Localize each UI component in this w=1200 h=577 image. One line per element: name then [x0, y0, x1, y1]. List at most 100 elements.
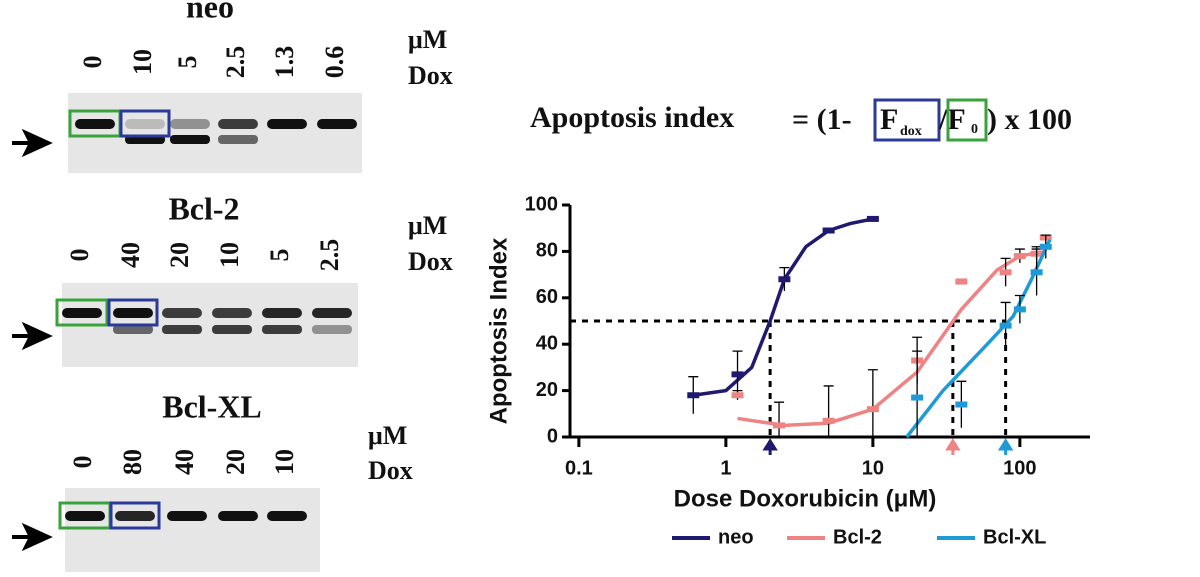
- lane-label: 2.5: [315, 239, 344, 272]
- unit-label: μM: [368, 421, 407, 450]
- band: [317, 119, 357, 129]
- lane-label: 0: [68, 456, 97, 469]
- formula: Apoptosis index = (1- F dox /F 0 ) x 100: [530, 98, 1072, 142]
- y-tick-label: 80: [536, 240, 558, 262]
- formula-tail: ) x 100: [987, 103, 1072, 136]
- lane-label: 0: [78, 56, 107, 69]
- x-tick-label: 0.1: [565, 457, 593, 479]
- data-point: [955, 401, 968, 408]
- green-box: [946, 98, 988, 142]
- band: [113, 325, 153, 334]
- lane-label: 0.6: [320, 46, 349, 79]
- legend-label: neo: [718, 526, 754, 548]
- fit-line: [905, 239, 1052, 439]
- lane-label: 5: [265, 249, 294, 262]
- blot-image: [68, 93, 362, 173]
- band: [312, 308, 352, 318]
- lane-label: 10: [215, 242, 244, 268]
- band-arrow: [12, 321, 53, 351]
- reference-arrow: [762, 438, 778, 455]
- formula-slash: /F: [938, 103, 966, 136]
- unit-label: Dox: [408, 61, 453, 90]
- band: [65, 511, 105, 521]
- lane-label: 10: [270, 449, 299, 475]
- lane-label: 80: [118, 449, 147, 475]
- blot-title: neo: [186, 0, 234, 24]
- blot-image: [65, 488, 320, 572]
- formula-lhs: Apoptosis index: [530, 101, 734, 134]
- y-tick-label: 40: [536, 332, 558, 354]
- x-axis-label: Dose Doxorubicin (μM): [674, 485, 937, 512]
- lane-label: 0: [65, 249, 94, 262]
- band: [170, 135, 210, 144]
- band: [262, 325, 302, 334]
- band: [212, 308, 252, 318]
- error-bar: [823, 385, 834, 437]
- band-arrow: [12, 522, 53, 552]
- band: [267, 511, 307, 521]
- band: [218, 119, 258, 129]
- unit-label: μM: [408, 211, 447, 240]
- lane-label: 10: [128, 49, 157, 75]
- data-point: [778, 276, 791, 283]
- data-point: [955, 278, 968, 285]
- data-point: [773, 422, 786, 429]
- data-point: [1039, 243, 1052, 250]
- control-box: [55, 298, 109, 327]
- band-arrow: [12, 128, 53, 158]
- formula-den-sub: 0: [971, 122, 978, 137]
- legend-label: Bcl-XL: [983, 526, 1046, 548]
- reference-arrow: [945, 438, 961, 455]
- unit-label: Dox: [368, 456, 413, 485]
- blot-title: Bcl-2: [168, 190, 239, 226]
- blot-panels: neo 0 10 5 2.5 1.3 0.6 μM Dox Bcl-2 0 40 20 10 5 2.5 μM D…: [12, 0, 453, 572]
- x-tick-label: 100: [1003, 457, 1036, 479]
- band: [218, 135, 258, 144]
- x-tick-label: 1: [720, 457, 731, 479]
- lane-label: 20: [221, 449, 250, 475]
- band: [312, 325, 352, 334]
- data-point: [731, 371, 744, 378]
- data-point: [911, 394, 924, 401]
- data-point: [822, 227, 835, 234]
- band: [218, 511, 258, 521]
- lane-label: 20: [165, 242, 194, 268]
- dox-box: [109, 501, 161, 530]
- band: [267, 119, 307, 129]
- band: [162, 325, 202, 334]
- data-point: [866, 406, 879, 413]
- data-point: [999, 322, 1012, 329]
- formula-num-sub: dox: [900, 124, 922, 139]
- data-point: [1013, 306, 1026, 313]
- band: [125, 119, 165, 129]
- lane-label: 2.5: [221, 46, 250, 79]
- y-tick-label: 0: [547, 425, 558, 447]
- band: [115, 511, 155, 521]
- dox-box: [107, 298, 159, 327]
- lane-label: 40: [170, 449, 199, 475]
- x-tick-label: 10: [862, 457, 884, 479]
- band: [113, 308, 153, 318]
- data-point: [999, 269, 1012, 276]
- dox-box: [119, 109, 171, 138]
- data-point: [822, 417, 835, 424]
- legend-label: Bcl-2: [833, 526, 882, 548]
- error-bar: [774, 401, 785, 437]
- data-point: [687, 392, 700, 399]
- fit-line: [693, 217, 874, 397]
- chart: 0 20 40 60 80 100 0.1 1 10 100 Dose Doxorubicin (μ…: [485, 193, 1090, 548]
- band: [212, 325, 252, 334]
- band: [262, 308, 302, 318]
- formula-eq: = (1-: [792, 103, 852, 136]
- y-tick-label: 20: [536, 379, 558, 401]
- unit-label: μM: [408, 25, 447, 54]
- lane-label: 5: [173, 56, 202, 69]
- unit-label: Dox: [408, 247, 453, 276]
- band: [162, 308, 202, 318]
- lane-label: 1.3: [270, 46, 299, 79]
- reference-arrow: [997, 438, 1014, 455]
- band: [167, 511, 207, 521]
- y-axis-label: Apoptosis Index: [485, 237, 512, 424]
- y-tick-label: 60: [536, 286, 558, 308]
